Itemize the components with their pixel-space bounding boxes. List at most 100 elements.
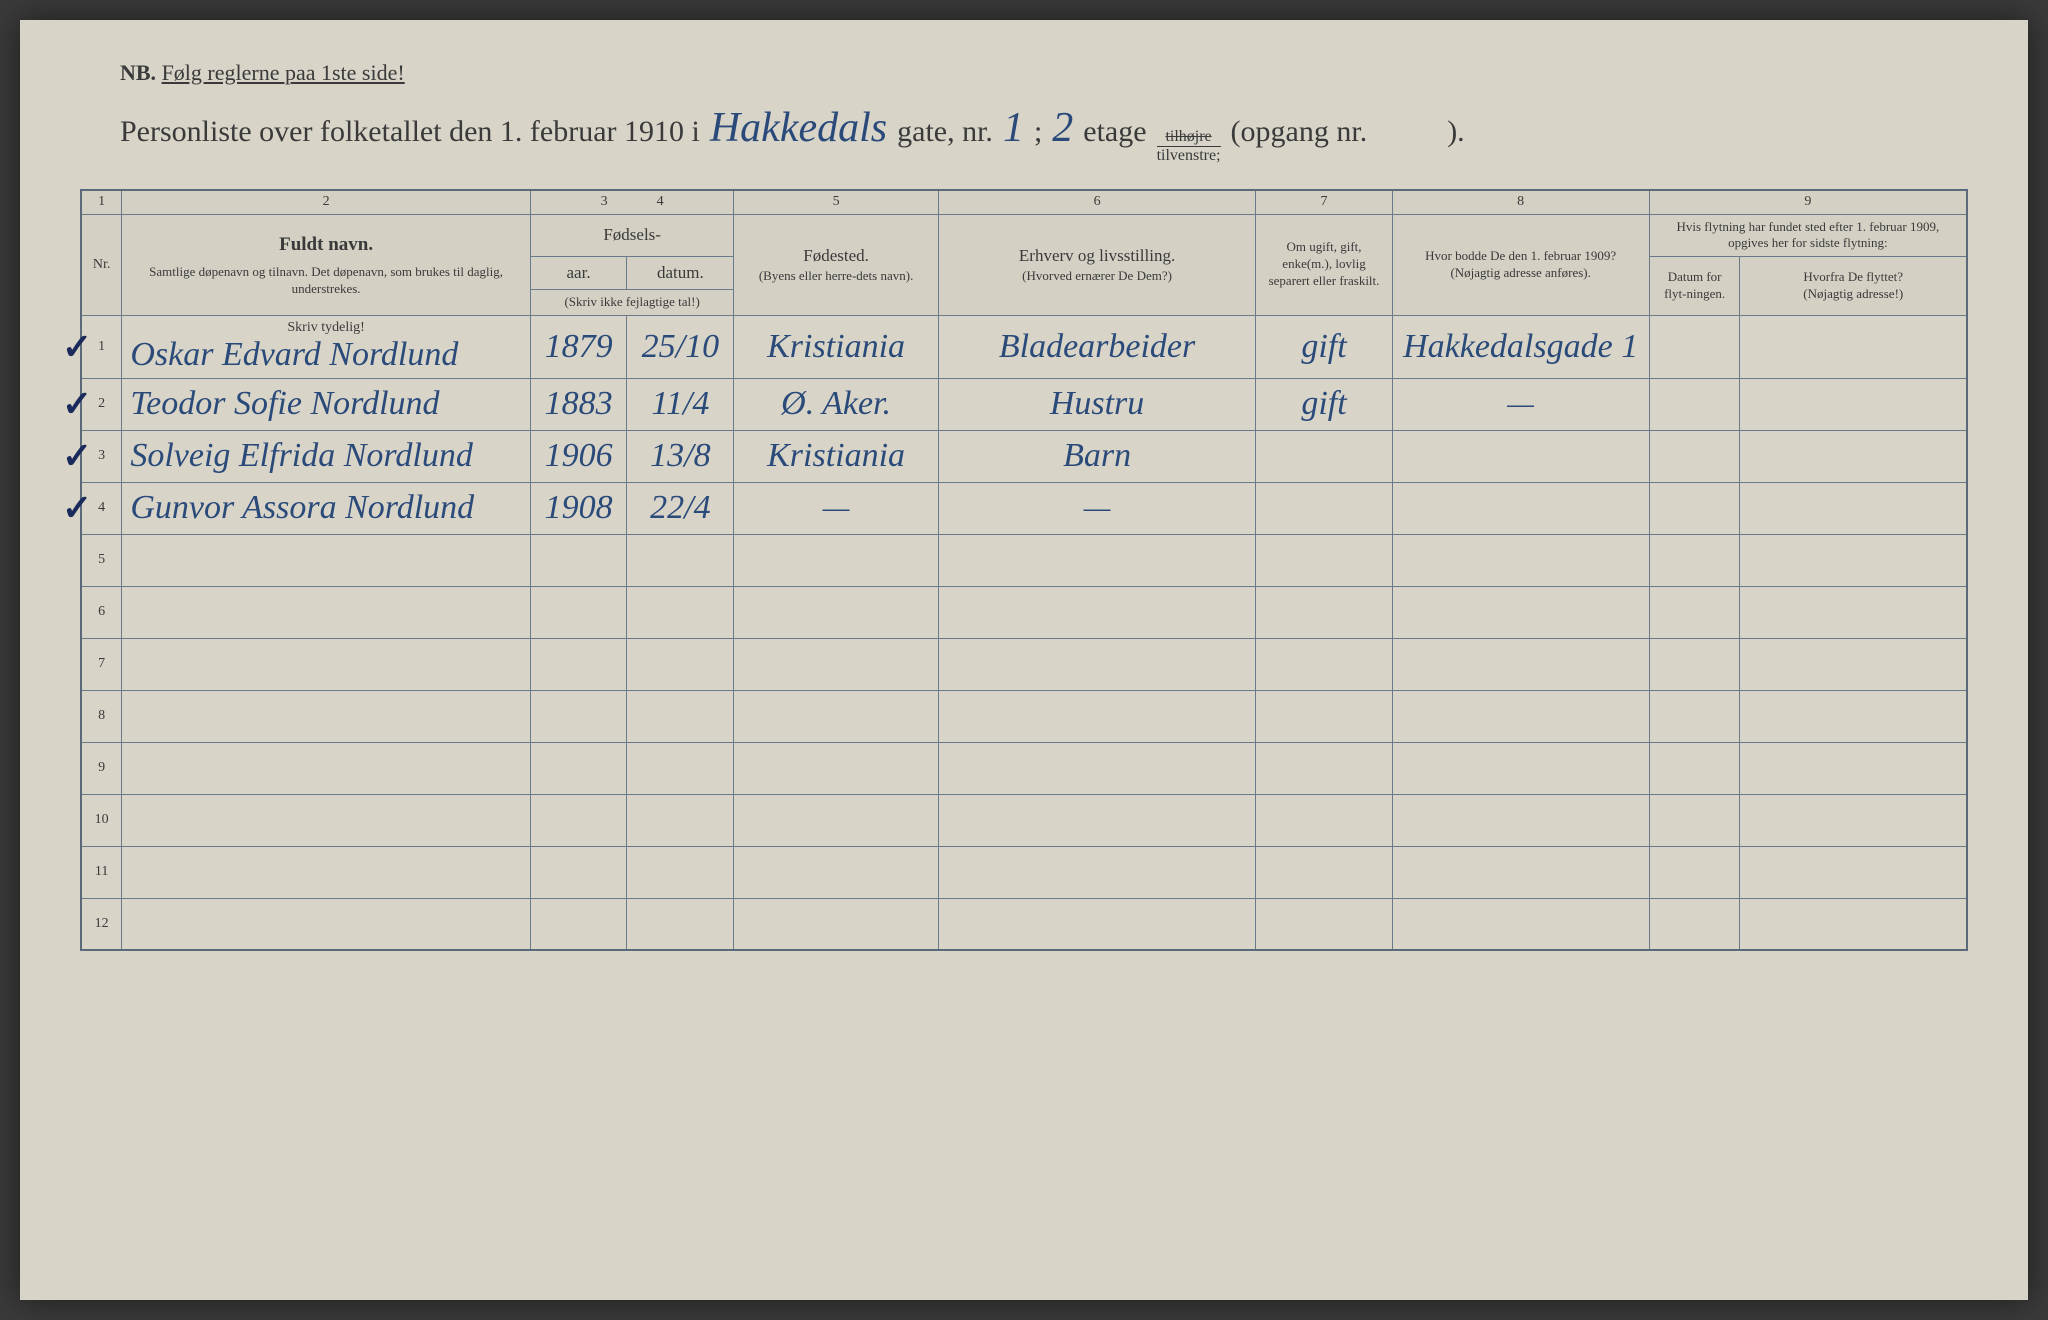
- navn-cell: Solveig Elfrida Nordlund: [122, 430, 531, 482]
- datum-header: datum.: [627, 257, 734, 290]
- empty-cell: [1256, 534, 1392, 586]
- aar-cell: 1879: [530, 315, 626, 378]
- table-row-empty: 9: [81, 742, 1967, 794]
- empty-cell: [1740, 638, 1967, 690]
- row-nr: 12: [81, 898, 122, 950]
- table-row-empty: 12: [81, 898, 1967, 950]
- skriv-tydelig: Skriv tydelig!: [130, 320, 522, 336]
- fuldt-navn-label: Fuldt navn.: [128, 232, 524, 259]
- table-row: ✓ 2 Teodor Sofie Nordlund 1883 11/4 Ø. A…: [81, 378, 1967, 430]
- empty-cell: [122, 534, 531, 586]
- bodde-cell: —: [1392, 378, 1649, 430]
- empty-cell: [530, 586, 626, 638]
- empty-cell: [1256, 742, 1392, 794]
- empty-cell: [530, 898, 626, 950]
- empty-cell: [938, 534, 1256, 586]
- empty-cell: [1649, 898, 1740, 950]
- empty-cell: [122, 898, 531, 950]
- note-instruction: Følg reglerne paa 1ste side!: [162, 60, 405, 85]
- erhverv-cell: Barn: [938, 430, 1256, 482]
- navn-cell: Skriv tydelig! Oskar Edvard Nordlund: [122, 315, 531, 378]
- opgang-label: (opgang nr.: [1231, 115, 1368, 149]
- navn-cell: Teodor Sofie Nordlund: [122, 378, 531, 430]
- erhverv-cell: —: [938, 482, 1256, 534]
- flyt-datum-cell: [1649, 315, 1740, 378]
- empty-cell: [1256, 638, 1392, 690]
- opgang-close: ).: [1447, 115, 1465, 149]
- empty-cell: [627, 846, 734, 898]
- col-num-7: 7: [1256, 190, 1392, 214]
- etage-label: etage: [1083, 115, 1146, 149]
- empty-cell: [1392, 534, 1649, 586]
- fodested-cell: Ø. Aker.: [734, 378, 938, 430]
- semicolon: ;: [1034, 115, 1042, 149]
- checkmark-icon: ✓: [62, 487, 92, 529]
- empty-cell: [734, 794, 938, 846]
- aar-cell: 1908: [530, 482, 626, 534]
- empty-cell: [1649, 794, 1740, 846]
- hvorfra-header: Hvorfra De flyttet? (Nøjagtig adresse!): [1740, 257, 1967, 316]
- table-row-empty: 6: [81, 586, 1967, 638]
- empty-cell: [530, 690, 626, 742]
- empty-cell: [1256, 898, 1392, 950]
- empty-cell: [530, 846, 626, 898]
- empty-cell: [1256, 794, 1392, 846]
- row-nr: 8: [81, 690, 122, 742]
- row-nr: ✓ 1: [81, 315, 122, 378]
- erhverv-header: Erhverv og livsstilling. (Hvorved ernære…: [938, 214, 1256, 315]
- flyt-datum-cell: [1649, 430, 1740, 482]
- erhverv-sub: (Hvorved ernærer De Dem?): [945, 268, 1250, 285]
- empty-cell: [734, 846, 938, 898]
- empty-cell: [1392, 846, 1649, 898]
- empty-cell: [734, 742, 938, 794]
- empty-cell: [938, 742, 1256, 794]
- title-prefix: Personliste over folketallet den 1. febr…: [120, 115, 700, 149]
- empty-cell: [1740, 534, 1967, 586]
- empty-cell: [530, 638, 626, 690]
- empty-cell: [938, 586, 1256, 638]
- flytning-header: Hvis flytning har fundet sted efter 1. f…: [1649, 214, 1967, 257]
- empty-cell: [1740, 586, 1967, 638]
- navn-header: Fuldt navn. Samtlige døpenavn og tilnavn…: [122, 214, 531, 315]
- status-header: Om ugift, gift, enke(m.), lovlig separer…: [1256, 214, 1392, 315]
- empty-cell: [1392, 638, 1649, 690]
- column-number-row: 1 2 3 4 5 6 7 8 9: [81, 190, 1967, 214]
- hvorfra-cell: [1740, 378, 1967, 430]
- empty-cell: [938, 638, 1256, 690]
- row-nr: 7: [81, 638, 122, 690]
- datum-cell: 13/8: [627, 430, 734, 482]
- empty-cell: [627, 586, 734, 638]
- col-num-3-4: 3 4: [530, 190, 734, 214]
- empty-cell: [627, 638, 734, 690]
- flyt-datum-header: Datum for flyt-ningen.: [1649, 257, 1740, 316]
- erhverv-cell: Bladearbeider: [938, 315, 1256, 378]
- tilhojre-tilvenstre: tilhøjre tilvenstre;: [1157, 129, 1221, 164]
- flyt-datum-cell: [1649, 378, 1740, 430]
- empty-cell: [734, 898, 938, 950]
- empty-cell: [627, 742, 734, 794]
- empty-cell: [734, 690, 938, 742]
- empty-cell: [627, 690, 734, 742]
- datum-cell: 25/10: [627, 315, 734, 378]
- aar-header: aar.: [530, 257, 626, 290]
- header-note: NB. Følg reglerne paa 1ste side!: [120, 60, 1968, 86]
- status-cell: [1256, 482, 1392, 534]
- census-table: 1 2 3 4 5 6 7 8 9 Nr. Fuldt navn. Samtli…: [80, 189, 1968, 951]
- col-num-5: 5: [734, 190, 938, 214]
- fodested-sub: (Byens eller herre-dets navn).: [740, 268, 931, 285]
- bodde-cell: Hakkedalsgade 1: [1392, 315, 1649, 378]
- row-nr: ✓ 4: [81, 482, 122, 534]
- title-line: Personliste over folketallet den 1. febr…: [120, 104, 1968, 164]
- skriv-ikke-fejl: (Skriv ikke fejlagtige tal!): [530, 290, 734, 316]
- empty-cell: [1256, 690, 1392, 742]
- col-num-1: 1: [81, 190, 122, 214]
- empty-cell: [1392, 586, 1649, 638]
- empty-cell: [122, 794, 531, 846]
- col-num-8: 8: [1392, 190, 1649, 214]
- empty-cell: [1392, 690, 1649, 742]
- empty-cell: [1649, 846, 1740, 898]
- row-nr: ✓ 3: [81, 430, 122, 482]
- fodested-cell: —: [734, 482, 938, 534]
- row-nr: 9: [81, 742, 122, 794]
- col-num-9: 9: [1649, 190, 1967, 214]
